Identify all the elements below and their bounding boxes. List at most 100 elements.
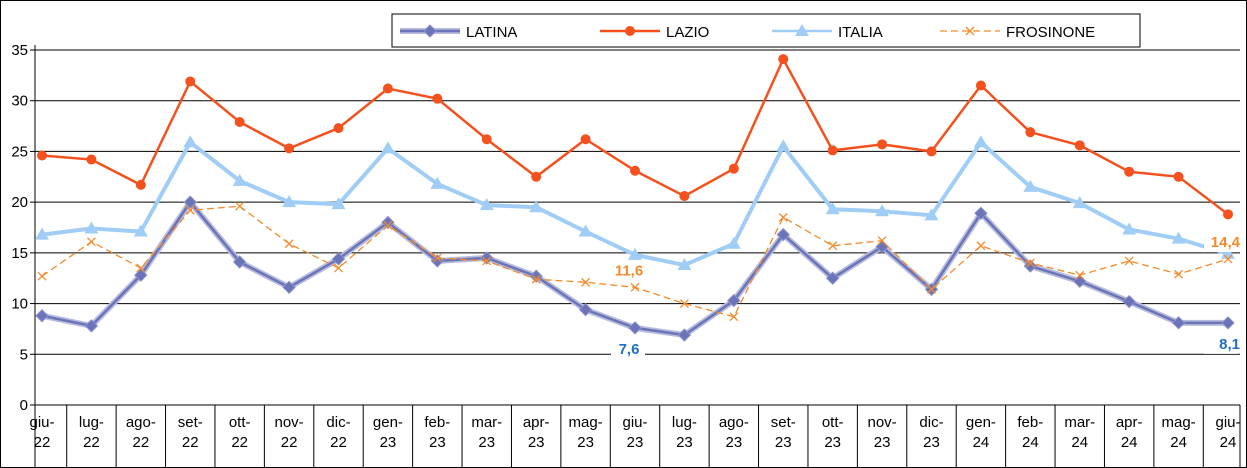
point xyxy=(1171,316,1186,330)
point xyxy=(183,135,198,148)
x-tick-label-line: 23 xyxy=(528,434,545,451)
point xyxy=(531,171,542,182)
point xyxy=(677,328,692,342)
x-tick-label-line: set- xyxy=(771,414,796,431)
point xyxy=(677,258,692,271)
legend-label: LAZIO xyxy=(666,24,709,41)
y-tick-label: 35 xyxy=(11,42,28,59)
x-tick-label: dic- 22 xyxy=(326,414,350,451)
x-tick-label-line: giu- xyxy=(622,414,647,431)
value-label: 7,6 xyxy=(619,341,640,358)
value-label-bg xyxy=(611,338,645,359)
point xyxy=(235,201,245,211)
x-tick-label-line: 22 xyxy=(132,434,149,451)
point xyxy=(776,227,790,242)
point xyxy=(628,321,642,335)
point xyxy=(1072,196,1087,209)
point xyxy=(183,195,197,209)
point xyxy=(581,277,591,287)
x-tick-label: lug- 23 xyxy=(672,414,697,451)
point xyxy=(284,239,294,249)
point xyxy=(481,134,492,145)
x-tick-label-line: 24 xyxy=(1071,434,1088,451)
point xyxy=(975,80,986,91)
point xyxy=(877,139,888,150)
point xyxy=(479,198,494,211)
x-tick-label-line: dic- xyxy=(326,414,350,431)
point xyxy=(729,312,739,322)
x-tick-label-line: 22 xyxy=(231,434,248,451)
point xyxy=(1023,259,1038,273)
y-tick-label: 30 xyxy=(11,93,28,110)
x-tick-label-line: 23 xyxy=(775,434,792,451)
point xyxy=(877,236,887,246)
x-tick-label-line: 24 xyxy=(1220,434,1237,451)
x-tick-label: feb- 23 xyxy=(424,414,450,451)
x-tick-label-line: 22 xyxy=(34,434,51,451)
point xyxy=(875,204,890,217)
value-label-bg xyxy=(1204,231,1238,252)
point xyxy=(482,256,492,266)
x-tick-label-line: feb- xyxy=(1017,414,1043,431)
value-label: 8,1 xyxy=(1219,336,1240,353)
x-tick-label-line: nov- xyxy=(867,414,896,431)
point xyxy=(926,146,937,157)
x-tick-label-line: mag- xyxy=(568,414,602,431)
point xyxy=(86,154,97,165)
point xyxy=(430,176,445,189)
x-tick-label-line: 24 xyxy=(1121,434,1138,451)
x-tick-label-line: 24 xyxy=(1022,434,1039,451)
point xyxy=(973,135,988,148)
point xyxy=(875,240,889,254)
point xyxy=(37,150,47,161)
point xyxy=(628,247,642,260)
x-tick-label: mar- 24 xyxy=(1064,414,1095,451)
x-tick-label: ott- 22 xyxy=(229,414,251,451)
point xyxy=(1023,179,1038,192)
x-tick-label-line: 22 xyxy=(330,434,347,451)
legend-marker xyxy=(965,26,975,36)
point xyxy=(825,271,840,285)
point xyxy=(1122,294,1136,309)
x-tick-label-line: 23 xyxy=(725,434,742,451)
point xyxy=(1223,209,1233,220)
point xyxy=(1073,274,1087,288)
point xyxy=(185,205,195,215)
point xyxy=(778,212,788,222)
x-tick-label: apr- 23 xyxy=(523,414,550,451)
x-tick-label-line: gen- xyxy=(373,414,403,431)
x-tick-label: mag- 24 xyxy=(1161,414,1195,451)
x-tick-label: giu- 23 xyxy=(622,414,647,451)
point xyxy=(134,268,148,282)
x-tick-label-line: 22 xyxy=(83,434,100,451)
x-tick-label: ago- 22 xyxy=(126,414,156,451)
x-tick-label-line: 24 xyxy=(973,434,990,451)
point xyxy=(432,253,442,263)
point xyxy=(728,163,739,174)
point xyxy=(727,293,741,308)
point xyxy=(828,241,838,251)
point xyxy=(1025,127,1036,138)
x-tick-label-line: gen- xyxy=(966,414,996,431)
legend-label: LATINA xyxy=(466,24,517,41)
x-tick-label-line: apr- xyxy=(1116,414,1143,431)
point xyxy=(35,227,49,240)
legend-label: FROSINONE xyxy=(1006,24,1095,41)
x-tick-label-line: ago- xyxy=(126,414,156,431)
y-tick-label: 0 xyxy=(20,397,28,414)
value-label-bg xyxy=(611,260,645,281)
x-tick-label: gen- 23 xyxy=(373,414,403,451)
point xyxy=(630,282,640,292)
y-tick-label: 25 xyxy=(11,143,28,160)
point xyxy=(84,221,99,234)
point xyxy=(232,173,247,186)
x-tick-label-line: lug- xyxy=(672,414,697,431)
x-tick-label-line: apr- xyxy=(523,414,550,431)
y-tick-label: 15 xyxy=(11,245,28,262)
point xyxy=(1173,171,1184,182)
point xyxy=(679,191,690,202)
point xyxy=(1221,316,1235,330)
point xyxy=(331,197,346,210)
x-tick-label: giu- 22 xyxy=(29,414,54,451)
